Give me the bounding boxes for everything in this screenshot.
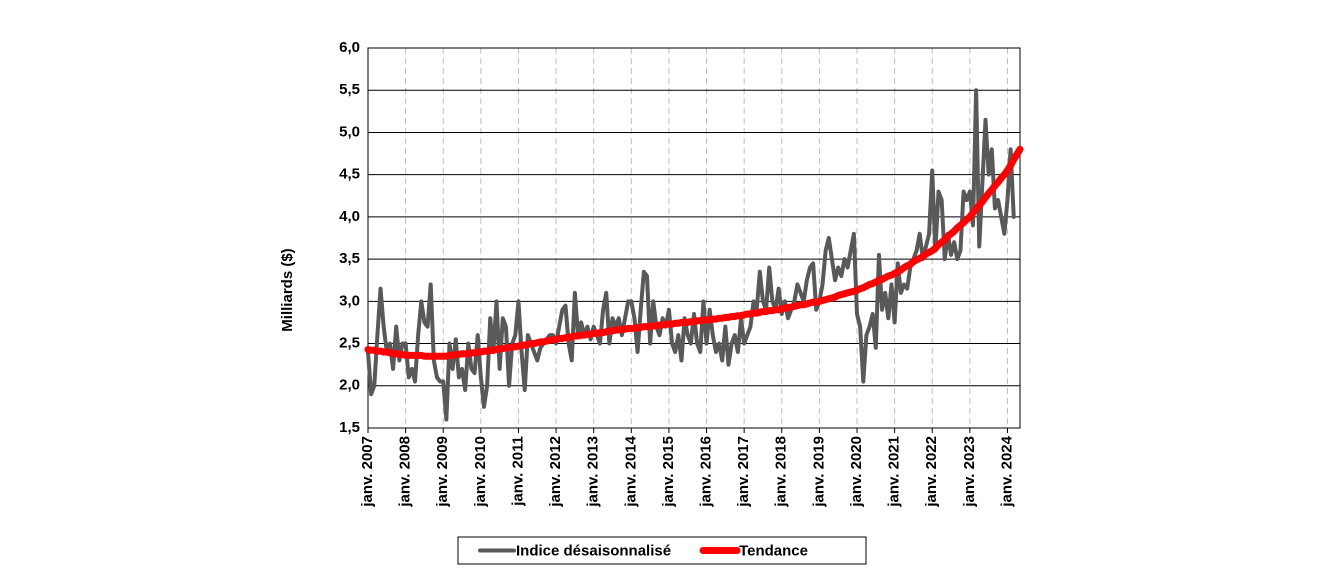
x-tick-label: janv. 2022 xyxy=(923,436,940,508)
x-tick-label: janv. 2009 xyxy=(434,436,451,508)
y-tick-label: 3,0 xyxy=(339,292,360,309)
x-tick-label: janv. 2023 xyxy=(961,436,978,508)
x-tick-label: janv. 2021 xyxy=(886,436,903,508)
y-tick-label: 5,5 xyxy=(339,81,360,98)
x-tick-label: janv. 2024 xyxy=(998,435,1015,507)
x-tick-label: janv. 2012 xyxy=(547,436,564,508)
x-tick-label: janv. 2014 xyxy=(622,435,639,507)
x-tick-label: janv. 2015 xyxy=(660,436,677,508)
y-tick-label: 4,5 xyxy=(339,166,360,183)
x-tick-label: janv. 2011 xyxy=(509,436,526,507)
series-line xyxy=(366,88,1016,422)
y-tick-label: 3,5 xyxy=(339,250,360,267)
x-tick-label: janv. 2007 xyxy=(359,436,376,508)
y-tick-label: 6,0 xyxy=(339,39,360,56)
y-tick-label: 5,0 xyxy=(339,123,360,140)
y-axis-label: Milliards ($) xyxy=(279,248,296,331)
legend-label: Indice désaisonnalisé xyxy=(516,542,671,559)
series-line xyxy=(364,145,1024,360)
x-tick-label: janv. 2010 xyxy=(472,436,489,508)
y-tick-label: 2,5 xyxy=(339,335,360,352)
x-tick-label: janv. 2018 xyxy=(773,436,790,508)
x-tick-label: janv. 2008 xyxy=(397,436,414,508)
x-tick-label: janv. 2013 xyxy=(585,436,602,508)
x-tick-label: janv. 2016 xyxy=(698,436,715,508)
legend-label: Tendance xyxy=(739,542,808,559)
x-tick-label: janv. 2019 xyxy=(810,436,827,508)
x-tick-label: janv. 2017 xyxy=(735,436,752,508)
legend-box xyxy=(457,536,867,565)
x-tick-label: janv. 2020 xyxy=(848,436,865,508)
plot-frame xyxy=(367,47,1021,429)
y-tick-label: 4,0 xyxy=(339,208,360,225)
y-tick-label: 1,5 xyxy=(339,419,360,436)
y-tick-label: 2,0 xyxy=(339,377,360,394)
